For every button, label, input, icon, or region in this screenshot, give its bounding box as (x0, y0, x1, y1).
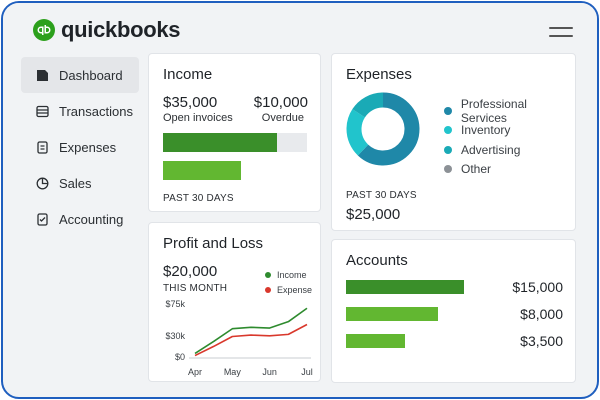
legend-label: Other (461, 162, 492, 177)
sidebar-item-transactions[interactable]: Transactions (21, 93, 139, 129)
legend-label: Income (277, 269, 307, 280)
sidebar-item-accounting[interactable]: Accounting (21, 201, 139, 237)
y-tick-label: $0 (175, 352, 185, 362)
profit-loss-period: THIS MONTH (163, 283, 228, 294)
account-value: $3,500 (520, 333, 563, 349)
open-invoices-amount: $35,000 (163, 94, 218, 111)
transactions-icon (35, 104, 49, 118)
sidebar-nav: Dashboard Transactions Expenses Sales Ac… (21, 57, 139, 237)
legend-dot (444, 106, 452, 115)
y-tick-label: $75k (165, 299, 185, 309)
sales-icon (35, 176, 49, 190)
sidebar-item-label: Expenses (59, 139, 117, 155)
sidebar-item-label: Dashboard (59, 67, 123, 83)
x-tick-label: Jul (301, 367, 313, 377)
expenses-title: Expenses (346, 66, 412, 83)
donut-slice-advertising (346, 92, 420, 166)
x-tick-label: Jun (262, 367, 277, 377)
expenses-total: $25,000 (346, 206, 401, 223)
hamburger-menu-icon[interactable] (549, 27, 573, 39)
series-line-expense (194, 323, 308, 357)
legend-dot (265, 286, 271, 293)
brand-name: quickbooks (61, 17, 181, 42)
profit-loss-card[interactable]: Profit and Loss $20,000 THIS MONTH Incom… (148, 222, 321, 382)
accounts-card[interactable]: Accounts $15,000 $8,000 $3,500 (331, 239, 576, 383)
legend-label: Inventory (461, 123, 511, 138)
sidebar-item-label: Accounting (59, 211, 124, 227)
income-title: Income (163, 66, 213, 83)
account-value: $8,000 (520, 306, 563, 322)
legend-inventory: Inventory (444, 121, 575, 141)
profit-loss-title: Profit and Loss (163, 235, 264, 252)
legend-label: Expense (277, 284, 313, 295)
app-header: quickbooks (3, 3, 597, 51)
overdue-amount: $10,000 (253, 94, 308, 111)
open-invoices-label: Open invoices (163, 112, 233, 124)
legend-dot (444, 165, 452, 174)
expenses-period: PAST 30 DAYS (346, 190, 417, 201)
legend-advertising: Advertising (444, 140, 575, 160)
sidebar-item-sales[interactable]: Sales (21, 165, 139, 201)
overdue-label: Overdue (261, 112, 304, 124)
expenses-legend: Professional Services Inventory Advertis… (444, 97, 575, 180)
legend-other: Other (444, 160, 575, 180)
income-period: PAST 30 DAYS (163, 193, 234, 204)
legend-dot (444, 126, 452, 135)
account-bar (346, 280, 464, 294)
x-tick-label: Apr (188, 367, 202, 377)
sidebar-item-dashboard[interactable]: Dashboard (21, 57, 139, 93)
income-card[interactable]: Income $35,000 Open invoices $10,000 Ove… (148, 53, 321, 212)
sidebar-item-expenses[interactable]: Expenses (21, 129, 139, 165)
accounting-icon (35, 212, 49, 226)
expenses-card[interactable]: Expenses Professional Services Inventory… (331, 53, 576, 231)
dashboard-icon (35, 68, 49, 82)
y-tick-label: $30k (165, 331, 185, 341)
account-bar (346, 307, 439, 321)
x-tick-label: May (224, 367, 242, 377)
profit-loss-amount: $20,000 (163, 263, 218, 280)
overdue-bar (163, 161, 241, 180)
open-invoices-bar (163, 133, 277, 152)
sidebar-item-label: Transactions (59, 103, 133, 119)
legend-dot (265, 271, 271, 278)
legend-expense: Expense (265, 282, 312, 297)
account-value: $15,000 (512, 279, 563, 295)
profit-loss-legend: Income Expense (265, 267, 312, 297)
series-line-income (194, 307, 308, 355)
account-bar (346, 334, 405, 348)
legend-label: Advertising (461, 142, 521, 157)
legend-label: Professional Services (460, 96, 527, 125)
accounts-title: Accounts (346, 252, 408, 269)
legend-professional-services: Professional Services (444, 97, 575, 125)
legend-dot (444, 145, 452, 154)
brand-logo[interactable]: quickbooks (33, 17, 181, 43)
sidebar-item-label: Sales (59, 175, 92, 191)
quickbooks-logo-icon (33, 19, 55, 41)
legend-income: Income (265, 267, 312, 282)
expenses-icon (35, 140, 49, 154)
donut-slice-inventory (346, 92, 420, 166)
expenses-donut-chart (346, 92, 420, 166)
